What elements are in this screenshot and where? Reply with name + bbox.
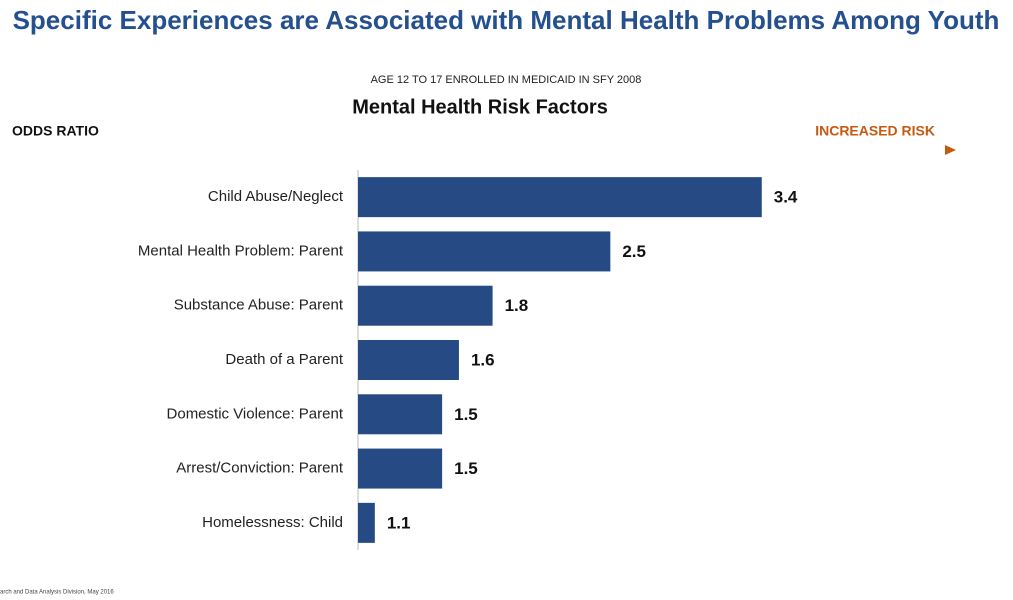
category-label: Domestic Violence: Parent [167,405,344,422]
bar [358,340,459,380]
category-label: Death of a Parent [225,351,343,368]
bar [358,177,762,218]
value-label: 1.6 [471,350,495,369]
annotation: INCREASED RISK [815,123,935,139]
arrow-head [945,145,956,155]
bar [358,394,443,435]
category-label: Arrest/Conviction: Parent [176,460,344,477]
category-label: Homelessness: Child [202,514,343,531]
bar [358,502,375,543]
source: arch and Data Analysis Division, May 201… [0,590,114,596]
value-label: 1.5 [454,405,478,424]
value-label: 1.8 [505,296,529,315]
value-label: 1.1 [387,513,411,532]
axis-label: ODDS RATIO [12,123,99,139]
value-label: 2.5 [622,242,646,261]
category-label: Substance Abuse: Parent [174,297,344,314]
bar [358,285,493,326]
value-label: 1.5 [454,459,478,478]
bar [358,448,443,489]
value-label: 3.4 [774,188,798,207]
category-label: Child Abuse/Neglect [208,188,344,205]
category-label: Mental Health Problem: Parent [138,242,344,259]
bar [358,231,611,272]
chart-title: Mental Health Risk Factors [352,96,608,118]
title: Specific Experiences are Associated with… [12,5,1000,35]
subtitle: AGE 12 TO 17 ENROLLED IN MEDICAID IN SFY… [371,74,642,86]
